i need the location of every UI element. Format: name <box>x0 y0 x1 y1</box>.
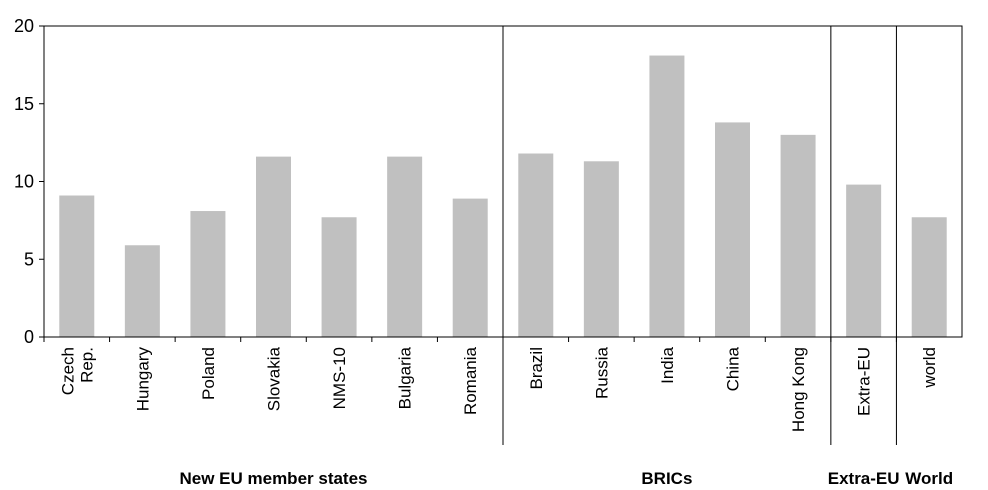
bar <box>256 156 291 337</box>
group-label: New EU member states <box>179 469 367 488</box>
bar <box>190 211 226 337</box>
x-tick-label: world <box>920 347 939 389</box>
y-axis: 0 5 10 15 20 <box>14 16 44 347</box>
x-tick-label: Hungary <box>133 347 152 412</box>
bar <box>911 217 947 337</box>
x-tick-label: Poland <box>199 347 218 400</box>
group-label: BRICs <box>641 469 692 488</box>
bar <box>321 217 357 337</box>
y-tick-label: 20 <box>14 16 34 36</box>
bar-series <box>59 55 947 338</box>
group-separators <box>502 26 897 445</box>
x-tick-label: Bulgaria <box>396 346 415 409</box>
x-tick-label: Russia <box>592 346 611 399</box>
x-tick-label: Extra-EU <box>855 347 874 416</box>
group-label: Extra-EU <box>828 469 900 488</box>
x-tick-label: Brazil <box>527 347 546 390</box>
bar <box>780 134 816 337</box>
bar <box>715 122 750 337</box>
bar <box>452 198 488 337</box>
x-tick-label: India <box>658 346 677 383</box>
plot-area-frame <box>43 25 963 338</box>
bar <box>124 245 160 337</box>
y-tick-label: 10 <box>14 172 34 192</box>
group-labels: New EU member states BRICs Extra-EU World <box>179 469 953 488</box>
y-tick-label: 0 <box>24 327 34 347</box>
bar <box>649 55 685 338</box>
x-tick-label: Romania <box>461 346 480 415</box>
x-tick-label: China <box>724 346 743 391</box>
bar <box>518 153 554 337</box>
x-tick-label: NMS-10 <box>330 347 349 409</box>
bar <box>387 156 423 337</box>
x-tick-label: Slovakia <box>265 346 284 411</box>
bar <box>846 184 882 337</box>
x-tick-label: Rep. <box>77 347 96 383</box>
bar <box>583 161 619 337</box>
x-tick-label: Hong Kong <box>789 347 808 432</box>
bar <box>59 195 95 337</box>
x-tick-label: Czech <box>58 347 77 395</box>
y-tick-label: 5 <box>24 249 34 269</box>
y-tick-label: 15 <box>14 94 34 114</box>
group-label: World <box>905 469 953 488</box>
x-axis-labels: Czech Rep. Hungary Poland Slovakia NMS-10 Bulg… <box>43 337 939 432</box>
